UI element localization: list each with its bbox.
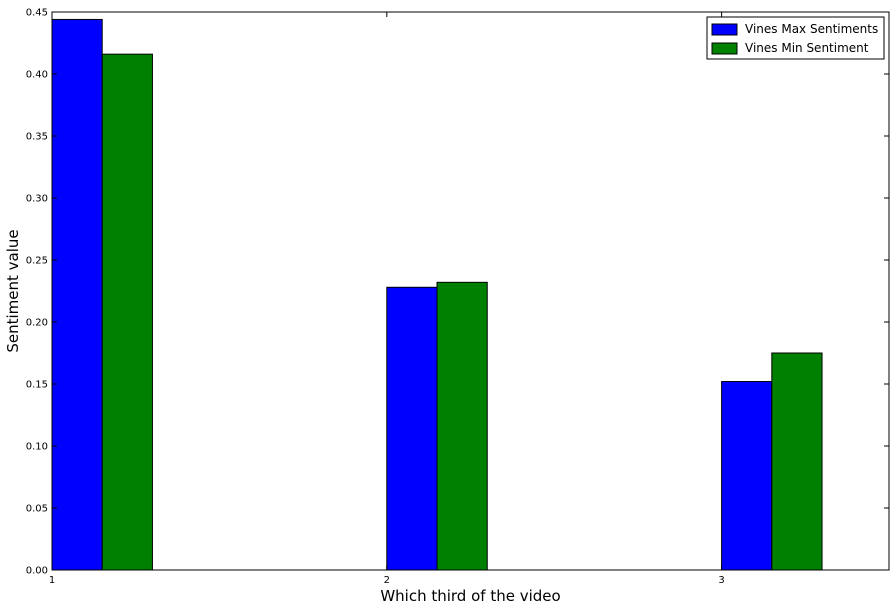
legend: Vines Max Sentiments Vines Min Sentiment xyxy=(706,16,885,60)
y-tick-label: 0.00 xyxy=(26,566,48,577)
y-tick-label: 0.45 xyxy=(26,8,48,19)
plot-frame xyxy=(51,11,890,571)
bar-series2-cat2 xyxy=(436,281,488,571)
bars-group xyxy=(51,18,823,571)
y-tick-label: 0.20 xyxy=(26,318,48,329)
y-tick-label: 0.25 xyxy=(26,256,48,267)
bar-series1-cat2 xyxy=(386,286,438,571)
x-axis-label: Which third of the video xyxy=(380,587,560,605)
x-tick-label: 1 xyxy=(49,575,55,586)
bar-series2-cat3 xyxy=(771,352,823,571)
legend-swatch-series2 xyxy=(711,42,738,55)
ticks-group: 0.00 0.05 0.10 0.15 0.20 0.25 0.30 0.35 0.40 0.45… xyxy=(26,8,889,586)
y-tick-label: 0.40 xyxy=(26,70,48,81)
y-tick-label: 0.05 xyxy=(26,504,48,515)
y-tick-label: 0.35 xyxy=(26,132,48,143)
bar-series1-cat3 xyxy=(721,381,773,571)
x-tick-label: 3 xyxy=(718,575,724,586)
x-tick-label: 2 xyxy=(384,575,390,586)
bar-series1-cat1 xyxy=(51,18,103,571)
y-tick-label: 0.30 xyxy=(26,194,48,205)
legend-label-series2: Vines Min Sentiment xyxy=(745,41,869,55)
y-tick-label: 0.10 xyxy=(26,442,48,453)
legend-swatch-series1 xyxy=(711,23,738,36)
y-tick-label: 0.15 xyxy=(26,380,48,391)
bar-series2-cat1 xyxy=(101,53,153,571)
y-axis-label: Sentiment value xyxy=(4,229,22,352)
legend-label-series1: Vines Max Sentiments xyxy=(745,22,878,36)
